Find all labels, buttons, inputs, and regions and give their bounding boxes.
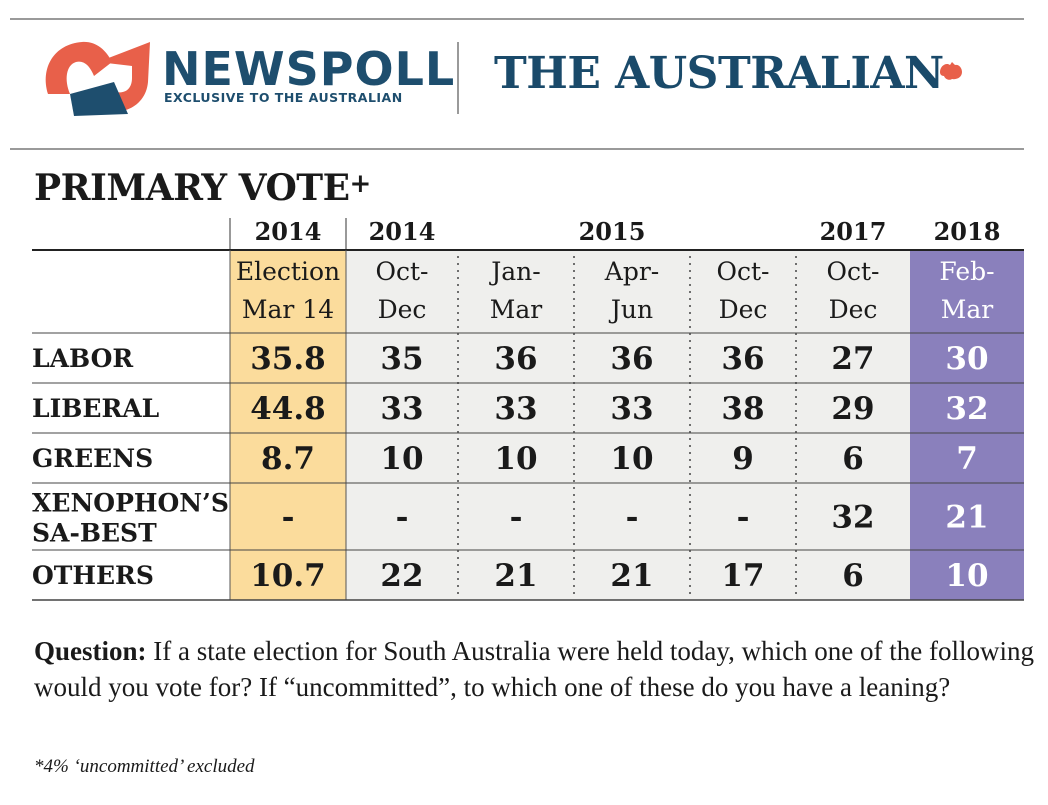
column-header-line1: Oct-	[376, 257, 429, 286]
top-rule	[10, 18, 1024, 20]
chart-title-text: PRIMARY VOTE	[34, 167, 350, 209]
cell-value: 7	[956, 441, 978, 477]
cell-value: 9	[732, 441, 754, 477]
cell-value: -	[737, 500, 750, 536]
cell-value: 10	[945, 558, 988, 594]
column-header-line2: Dec	[829, 295, 878, 324]
row-label-line2: SA-BEST	[32, 519, 157, 548]
cell-value: 10	[610, 441, 653, 477]
year-header: 2017	[820, 217, 887, 246]
year-header: 2014	[255, 217, 322, 246]
cell-value: 32	[831, 500, 874, 536]
primary-vote-table: 2014 2014 2015 2017 2018 Election Mar 14 Oct- De…	[32, 217, 1024, 601]
cell-value: 35.8	[250, 341, 326, 377]
cell-value: 10	[494, 441, 537, 477]
cell-value: -	[396, 500, 409, 536]
cell-value: 27	[831, 341, 874, 377]
column-header-line2: Jun	[608, 295, 653, 324]
cell-value: 36	[610, 341, 653, 377]
row-label: LABOR	[32, 344, 133, 373]
row-label: LIBERAL	[32, 394, 160, 423]
row-label: OTHERS	[32, 561, 154, 590]
logo-divider	[457, 42, 459, 114]
cell-value: 21	[610, 558, 653, 594]
header-rule	[10, 148, 1024, 150]
cell-value: 38	[721, 391, 764, 427]
cell-value: 33	[494, 391, 537, 427]
cell-value: 44.8	[250, 391, 326, 427]
cell-value: 6	[842, 558, 864, 594]
newspoll-wordmark: NEWSPOLL	[162, 42, 456, 96]
cell-value: 21	[494, 558, 537, 594]
cell-value: 33	[380, 391, 423, 427]
poll-columns-bg	[346, 250, 910, 600]
question-body: If a state election for South Australia …	[34, 636, 1035, 702]
cell-value: 17	[721, 558, 764, 594]
footnote: *4% ‘uncommitted’ excluded	[34, 756, 255, 777]
column-header-line1: Jan-	[488, 257, 540, 286]
cell-value: 6	[842, 441, 864, 477]
newspoll-logo-icon	[45, 41, 150, 116]
cell-value: 29	[831, 391, 874, 427]
column-header-line1: Apr-	[604, 257, 659, 286]
cell-value: -	[510, 500, 523, 536]
column-header-line1: Oct-	[717, 257, 770, 286]
column-header-line2: Mar	[490, 295, 543, 324]
newspoll-tagline: EXCLUSIVE TO THE AUSTRALIAN	[164, 90, 403, 105]
row-label: GREENS	[32, 444, 153, 473]
chart-title-mark: +	[349, 169, 372, 199]
row-label-line1: XENOPHON’S	[32, 489, 229, 518]
question-text: Question: If a state election for South …	[34, 633, 1034, 705]
column-header-line2: Mar	[941, 295, 994, 324]
question-label: Question:	[34, 636, 147, 666]
cell-value: 35	[380, 341, 423, 377]
latest-column-bg	[910, 250, 1024, 600]
chart-title: PRIMARY VOTE+	[34, 170, 371, 206]
cell-value: 22	[380, 558, 423, 594]
cell-value: -	[282, 500, 295, 536]
cell-value: 32	[945, 391, 988, 427]
cell-value: 10.7	[250, 558, 326, 594]
column-header-line1: Election	[236, 257, 340, 286]
year-header: 2014	[369, 217, 436, 246]
cell-value: -	[626, 500, 639, 536]
column-header-line2: Dec	[378, 295, 427, 324]
cell-value: 30	[945, 341, 988, 377]
cell-value: 36	[494, 341, 537, 377]
cell-value: 36	[721, 341, 764, 377]
cell-value: 33	[610, 391, 653, 427]
year-header: 2018	[934, 217, 1001, 246]
column-header-line1: Feb-	[939, 257, 994, 286]
election-column-bg	[230, 250, 346, 600]
cell-value: 10	[380, 441, 423, 477]
column-header-line2: Mar 14	[242, 295, 334, 324]
cell-value: 8.7	[261, 441, 315, 477]
column-header-line1: Oct-	[827, 257, 880, 286]
year-header: 2015	[579, 217, 646, 246]
the-australian-wordmark: THE AUSTRALIAN	[494, 48, 944, 99]
cell-value: 21	[945, 500, 988, 536]
australia-map-icon	[940, 62, 962, 80]
column-header-line2: Dec	[719, 295, 768, 324]
